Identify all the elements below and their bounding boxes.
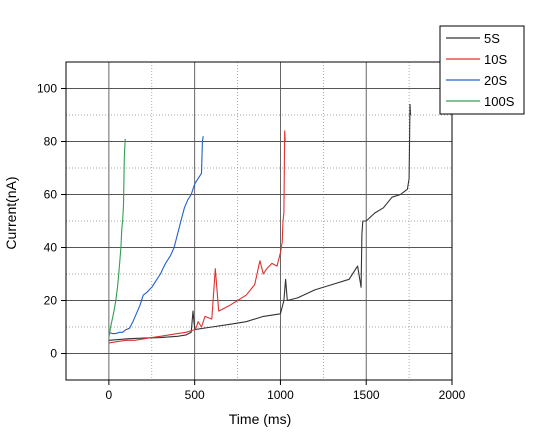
y-tick-label: 60	[44, 188, 58, 202]
grid	[65, 62, 453, 381]
legend-label-5s: 5S	[484, 31, 500, 46]
x-axis-title: Time (ms)	[229, 411, 291, 427]
axes: 0 500 1000 1500 2000 0 20 40 60 80 100	[37, 61, 466, 402]
x-tick-label: 2000	[439, 388, 466, 402]
legend-box	[439, 25, 525, 115]
series-line-20s	[108, 136, 204, 335]
legend-label-10s: 10S	[484, 52, 507, 67]
y-tick-label: 40	[44, 241, 58, 255]
x-tick-label: 0	[106, 388, 113, 402]
y-tick-label: 80	[44, 135, 58, 149]
series-group	[108, 103, 412, 344]
series-line-10s	[108, 130, 286, 344]
y-tick-label: 100	[37, 82, 57, 96]
legend-label-100s: 100S	[484, 94, 515, 109]
y-axis-title: Current(nA)	[3, 176, 19, 249]
legend-label-20s: 20S	[484, 73, 507, 88]
series-line-5s	[108, 103, 412, 341]
y-tick-label: 20	[44, 294, 58, 308]
x-tick-label: 1000	[267, 388, 294, 402]
x-tick-label: 1500	[353, 388, 380, 402]
series-line-100s	[108, 138, 126, 338]
legend: 5S 10S 20S 100S	[439, 25, 525, 115]
plot-frame	[65, 61, 453, 381]
x-tick-label: 500	[185, 388, 205, 402]
y-tick-label: 0	[50, 347, 57, 361]
